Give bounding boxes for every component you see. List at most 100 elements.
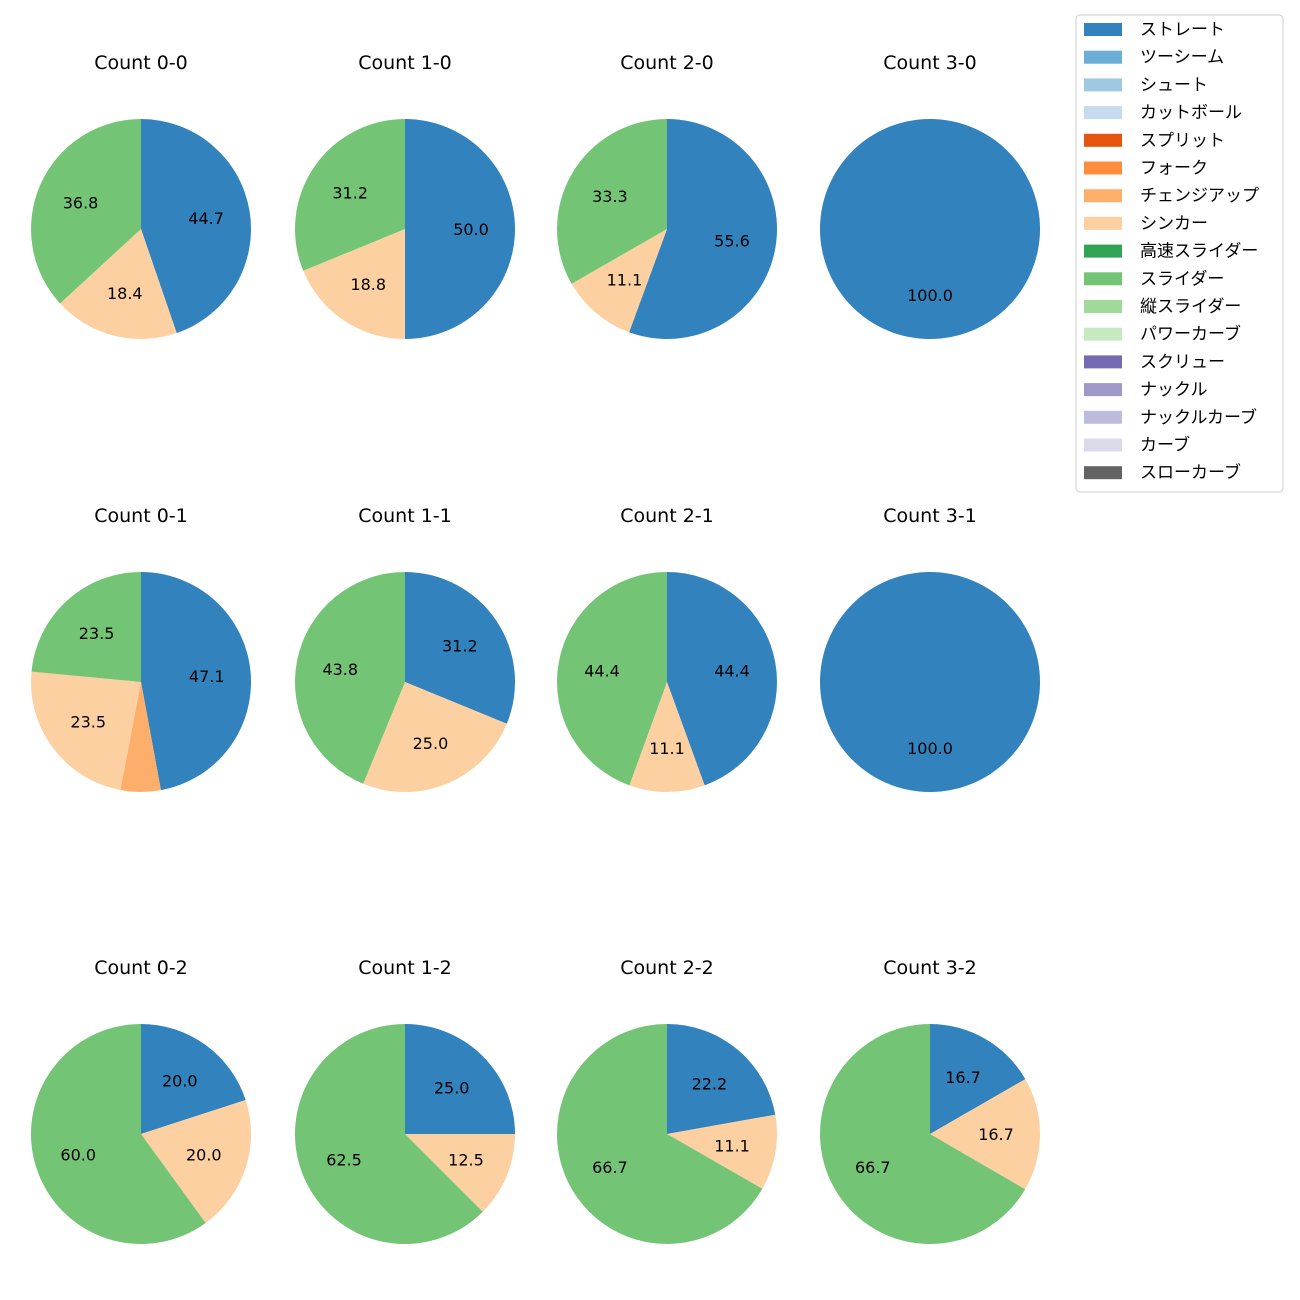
- pie-slice-slider: [557, 1024, 763, 1244]
- pie-slice-sinker: [60, 229, 177, 340]
- slice-value-label: 22.2: [692, 1074, 728, 1093]
- pie-slice-slider: [294, 572, 405, 784]
- pie-slice-slider: [556, 572, 667, 786]
- pie-slice-straight: [141, 119, 252, 334]
- legend-item: スクリュー: [1084, 352, 1225, 372]
- slice-value-label: 36.8: [63, 193, 99, 212]
- pie-slice-straight: [667, 572, 778, 786]
- slice-value-label: 66.7: [592, 1158, 628, 1177]
- legend-swatch: [1084, 189, 1122, 203]
- pie-slice-slider: [31, 572, 142, 682]
- legend-swatch: [1084, 78, 1122, 92]
- legend-swatch: [1084, 23, 1122, 36]
- legend-swatch: [1084, 410, 1122, 424]
- pie-count-1-0: Count 1-0 50.0 18.8 31.2: [294, 52, 515, 339]
- legend-item: ナックルカーブ: [1084, 407, 1257, 428]
- slice-value-label: 100.0: [907, 286, 953, 305]
- slice-value-label: 11.1: [607, 270, 643, 289]
- legend-label: ナックルカーブ: [1140, 407, 1257, 428]
- pie-slice-straight: [141, 571, 252, 791]
- legend-swatch: [1084, 355, 1122, 369]
- pie-count-2-0: Count 2-0 55.6 11.1 33.3: [556, 52, 778, 339]
- slice-value-label: 12.5: [448, 1150, 484, 1169]
- pie-slice-sinker: [571, 229, 667, 333]
- pie-title: Count 0-2: [94, 957, 188, 979]
- pie-count-2-2: Count 2-2 22.2 11.1 66.7: [557, 957, 777, 1244]
- pie-title: Count 2-1: [620, 505, 714, 527]
- legend-label: シンカー: [1140, 214, 1208, 234]
- slice-value-label: 20.0: [186, 1145, 222, 1164]
- slice-value-label: 44.4: [714, 662, 750, 681]
- legend-item: スライダー: [1084, 269, 1224, 289]
- pie-slice-slider: [31, 1024, 206, 1244]
- pie-slice-sinker: [405, 1134, 515, 1212]
- legend-label: スプリット: [1140, 131, 1225, 151]
- slice-value-label: 11.1: [714, 1136, 750, 1155]
- pie-charts: Count 0-0 44.7 18.4 36.8 Count 1-0 50.0 18.8 31…: [31, 52, 1041, 1244]
- legend-label: シュート: [1140, 75, 1208, 95]
- legend-item: 縦スライダー: [1084, 297, 1241, 317]
- legend-item: ナックル: [1084, 380, 1208, 400]
- slice-value-label: 62.5: [326, 1150, 362, 1169]
- slice-value-label: 47.1: [189, 667, 225, 686]
- pie-slice-slider: [556, 119, 667, 284]
- legend-item: カットボール: [1084, 103, 1242, 123]
- slice-value-label: 16.7: [945, 1068, 981, 1087]
- slice-value-label: 16.7: [978, 1125, 1014, 1144]
- legend-swatch: [1084, 272, 1122, 286]
- slice-value-label: 11.1: [649, 739, 685, 758]
- slice-value-label: 18.4: [107, 284, 143, 303]
- legend-item: ストレート: [1084, 20, 1225, 40]
- pie-title: Count 2-2: [620, 957, 714, 979]
- pie-count-2-1: Count 2-1 44.4 11.1 44.4: [556, 505, 778, 793]
- pie-count-3-1: Count 3-1 100.0: [820, 505, 1040, 792]
- pie-title: Count 1-1: [358, 505, 452, 527]
- pie-title: Count 3-0: [883, 52, 977, 74]
- pie-count-0-1: Count 0-1 47.1 23.5 23.5: [31, 505, 252, 792]
- legend-item: シュート: [1084, 75, 1208, 95]
- legend-frame: [1075, 14, 1284, 493]
- pie-slice-straight: [141, 1024, 246, 1134]
- legend-swatch: [1084, 438, 1122, 452]
- legend-label: スライダー: [1140, 269, 1224, 289]
- pie-count-3-2: Count 3-2 16.7 16.7 66.7: [820, 957, 1041, 1244]
- legend-item: カーブ: [1084, 435, 1190, 456]
- slice-value-label: 43.8: [322, 660, 358, 679]
- legend-swatch: [1084, 244, 1122, 258]
- pie-slice-slider: [294, 118, 405, 271]
- legend-item: シンカー: [1084, 214, 1208, 234]
- slice-value-label: 44.4: [584, 662, 620, 681]
- legend-swatch: [1084, 383, 1122, 397]
- pie-slice-sinker: [303, 229, 405, 339]
- pie-slice-sinker: [667, 1114, 777, 1189]
- pie-title: Count 0-0: [94, 52, 188, 74]
- slice-value-label: 25.0: [434, 1078, 470, 1097]
- slice-value-label: 66.7: [855, 1158, 891, 1177]
- slice-value-label: 23.5: [79, 624, 115, 643]
- slice-value-label: 31.2: [442, 636, 478, 655]
- pie-slice-sinker: [930, 1079, 1041, 1190]
- slice-value-label: 31.2: [332, 183, 368, 202]
- legend-label: 縦スライダー: [1140, 297, 1241, 317]
- legend-items: ストレートツーシームシュートカットボールスプリットフォークチェンジアップシンカー…: [1084, 20, 1259, 483]
- pie-count-3-0: Count 3-0 100.0: [820, 52, 1040, 339]
- legend-swatch: [1084, 106, 1122, 120]
- pie-slice-slider: [820, 1024, 1026, 1244]
- legend-item: パワーカーブ: [1084, 324, 1241, 345]
- pie-slice-straight: [405, 119, 515, 339]
- pie-title: Count 1-2: [358, 957, 452, 979]
- pie-count-1-2: Count 1-2 25.0 12.5 62.5: [294, 957, 515, 1244]
- pie-title: Count 3-2: [883, 957, 977, 979]
- legend-label: ナックル: [1140, 380, 1208, 400]
- legend-swatch: [1084, 133, 1122, 147]
- pie-slice-straight: [930, 1024, 1026, 1134]
- slice-value-label: 100.0: [907, 739, 953, 758]
- legend-label: チェンジアップ: [1140, 186, 1259, 206]
- legend-item: チェンジアップ: [1084, 186, 1259, 206]
- pie-title: Count 1-0: [358, 52, 452, 74]
- legend-label: ストレート: [1140, 20, 1225, 40]
- pie-title: Count 3-1: [883, 505, 977, 527]
- legend-item: フォーク: [1084, 159, 1208, 179]
- legend-item: スプリット: [1084, 131, 1225, 151]
- pie-slice-straight: [820, 572, 1040, 792]
